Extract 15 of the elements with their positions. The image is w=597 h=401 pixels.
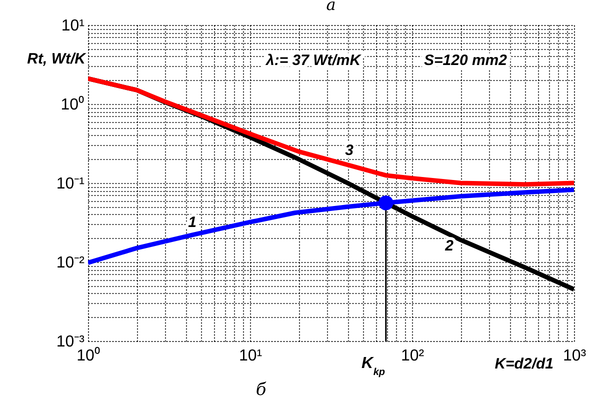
annotation: S=120 mm2 — [424, 52, 508, 69]
y-tick-label: 10⁻¹ — [56, 176, 84, 192]
x-tick-label: 10¹ — [238, 348, 262, 364]
annotation: 1 — [188, 214, 196, 231]
y-tick-label: 10⁰ — [60, 96, 84, 114]
annotation: λ:= 37 Wt/mK — [265, 52, 362, 69]
x-tick-label: 10³ — [562, 348, 587, 364]
text: б — [256, 380, 267, 400]
x-tick-label: 10² — [400, 348, 425, 364]
y-tick-label: 10¹ — [61, 18, 84, 34]
x-axis-title: K=d2/d1 — [494, 356, 554, 372]
y-axis-title: Rt, Wt/K — [27, 50, 87, 68]
y-tick-label: 10⁻² — [56, 254, 86, 272]
chart-title: а — [326, 0, 336, 14]
annotation: 2 — [444, 238, 454, 255]
